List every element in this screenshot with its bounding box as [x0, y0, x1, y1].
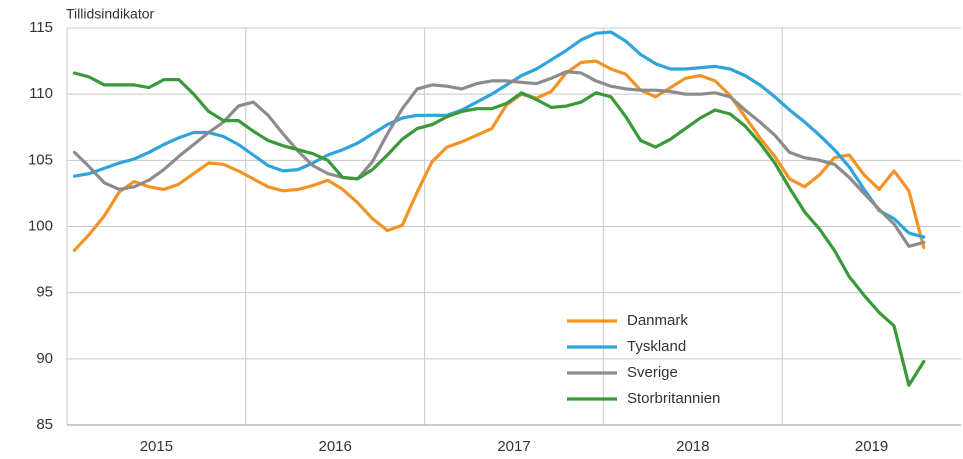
y-tick-label: 100	[28, 217, 53, 234]
y-tick-label: 90	[36, 350, 53, 367]
legend-label: Tyskland	[627, 338, 686, 355]
y-tick-label: 110	[29, 85, 53, 102]
legend-label: Danmark	[627, 312, 688, 329]
x-tick-label: 2018	[676, 438, 709, 455]
y-axis-label: Tillidsindikator	[66, 6, 155, 22]
series-line	[72, 59, 926, 252]
x-tick-label: 2016	[319, 438, 352, 455]
series-line	[72, 30, 926, 239]
series-line	[72, 70, 926, 248]
x-tick-label: 2015	[140, 438, 173, 455]
y-tick-label: 95	[36, 284, 53, 301]
y-tick-label: 105	[28, 151, 53, 168]
legend-label: Sverige	[627, 364, 678, 381]
x-tick-label: 2017	[497, 438, 530, 455]
legend-label: Storbritannien	[627, 390, 720, 407]
y-tick-label: 115	[29, 19, 53, 36]
x-tick-label: 2019	[855, 438, 888, 455]
series-line	[72, 71, 926, 387]
y-tick-label: 85	[36, 416, 53, 433]
